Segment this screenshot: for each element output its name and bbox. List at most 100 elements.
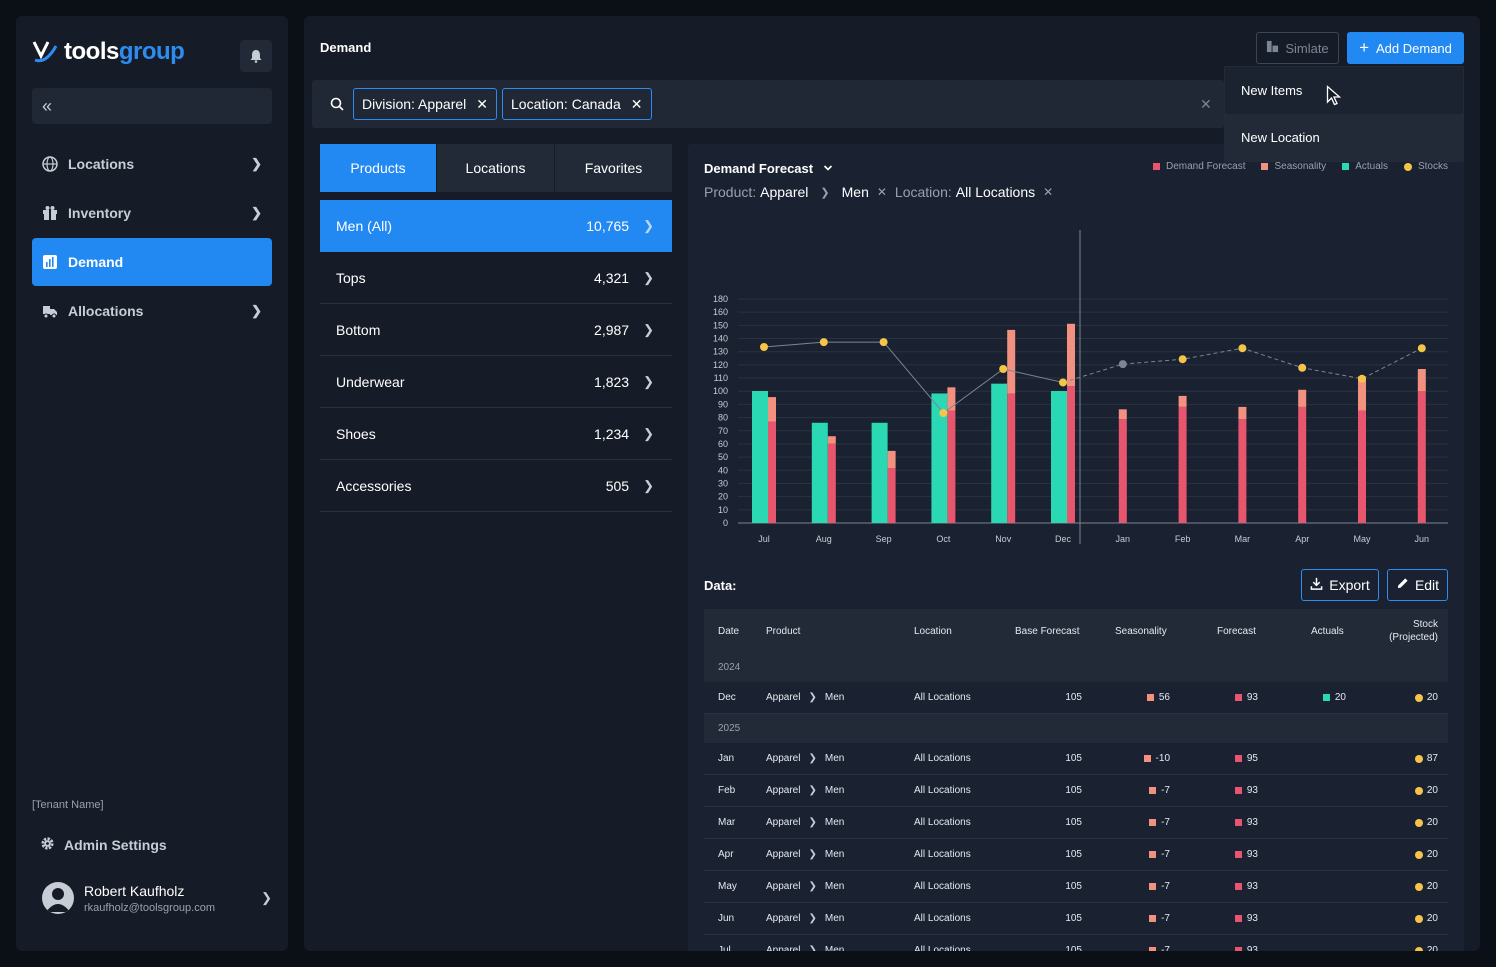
cell-seasonality: -7 <box>1104 935 1170 951</box>
y-tick-label: 100 <box>713 386 728 396</box>
list-item[interactable]: Tops 4,321 ❯ <box>320 252 672 304</box>
col-base-forecast[interactable]: Base Forecast <box>1015 625 1080 637</box>
legend-swatch <box>1261 163 1269 170</box>
tab-favorites[interactable]: Favorites <box>555 144 672 192</box>
filter-chip-location[interactable]: Location: Canada ✕ <box>502 88 652 120</box>
crumb-location[interactable]: All Locations <box>955 184 1036 200</box>
breadcrumb: Product: Apparel ❯ Men ✕ Location: All L… <box>704 184 1053 200</box>
cell-base-forecast: 105 <box>1065 881 1082 892</box>
crumb-product-label: Product: <box>704 184 757 200</box>
table-row[interactable]: Apr Apparel ❯ Men All Locations 105 -7 93 20 <box>704 839 1448 871</box>
logo[interactable]: toolsgroup <box>32 38 185 66</box>
close-icon[interactable]: ✕ <box>476 95 489 112</box>
sidebar-item-demand[interactable]: Demand <box>32 238 272 286</box>
stock-marker <box>1414 786 1423 795</box>
table-row[interactable]: Mar Apparel ❯ Men All Locations 105 -7 93 20 <box>704 807 1448 839</box>
table-row[interactable]: Jan Apparel ❯ Men All Locations 105 -10 95 87 <box>704 743 1448 775</box>
forecast-title: Demand Forecast <box>704 161 814 176</box>
forecast-marker <box>1234 755 1242 762</box>
product-count: 1,234 <box>594 425 630 442</box>
table-row[interactable]: May Apparel ❯ Men All Locations 105 -7 93 20 <box>704 871 1448 903</box>
cell-forecast: 93 <box>1184 871 1258 902</box>
close-icon[interactable]: ✕ <box>876 185 887 199</box>
x-tick-label: Mar <box>1235 534 1251 544</box>
product-name: Bottom <box>336 321 381 338</box>
forecast-marker <box>1234 787 1242 794</box>
filter-chip-division[interactable]: Division: Apparel ✕ <box>353 88 498 120</box>
list-item[interactable]: Underwear 1,823 ❯ <box>320 356 672 408</box>
search-icon[interactable] <box>330 97 344 116</box>
clear-filters-icon[interactable]: ✕ <box>1200 96 1212 112</box>
list-item[interactable]: Accessories 505 ❯ <box>320 460 672 512</box>
table-row[interactable]: Dec Apparel ❯ Men All Locations 105 56 93 20 20 <box>704 682 1448 714</box>
tab-locations[interactable]: Locations <box>437 144 555 192</box>
cell-date: Jul <box>718 945 731 951</box>
product-count: 4,321 <box>594 269 630 286</box>
chevron-right-icon: ❯ <box>643 321 654 337</box>
crumb-sub[interactable]: Men <box>841 184 869 200</box>
table-row[interactable]: Jun Apparel ❯ Men All Locations 105 -7 93 20 <box>704 903 1448 935</box>
collapse-sidebar-button[interactable]: « <box>32 88 272 124</box>
admin-settings-link[interactable]: Admin Settings <box>40 836 167 854</box>
download-icon <box>1310 577 1323 593</box>
gift-icon <box>42 205 58 221</box>
forecast-bar <box>1067 386 1075 523</box>
sidebar-item-locations[interactable]: Locations ❯ <box>32 140 272 188</box>
forecast-title-dropdown[interactable]: Demand Forecast <box>704 161 833 176</box>
product-name: Men (All) <box>336 217 393 234</box>
user-profile[interactable]: Robert Kaufholz rkaufholz@toolsgroup.com… <box>40 882 272 914</box>
user-name: Robert Kaufholz <box>84 882 185 899</box>
stock-point <box>760 343 768 351</box>
menu-item-new-items[interactable]: New Items <box>1241 83 1303 98</box>
notifications-button[interactable] <box>240 40 272 72</box>
year-group-row: 2025 <box>704 714 1448 743</box>
add-demand-button[interactable]: + Add Demand <box>1347 32 1464 64</box>
col-stock[interactable]: Stock (Projected) <box>1389 619 1438 643</box>
chevron-right-icon: ❯ <box>808 849 817 860</box>
legend-item: Demand Forecast <box>1153 161 1245 172</box>
stock-point <box>1298 363 1307 372</box>
col-product[interactable]: Product <box>766 625 801 637</box>
y-tick-label: 40 <box>718 465 728 475</box>
crumb-product[interactable]: Apparel <box>760 184 809 200</box>
edit-button[interactable]: Edit <box>1387 569 1448 601</box>
seasonality-marker <box>1143 755 1151 762</box>
cell-location: All Locations <box>914 913 971 924</box>
menu-item-new-location[interactable]: New Location <box>1225 114 1463 161</box>
chevron-down-icon <box>823 161 833 176</box>
close-icon[interactable]: ✕ <box>630 95 643 112</box>
y-tick-label: 0 <box>723 518 728 528</box>
list-item[interactable]: Men (All) 10,765 ❯ <box>320 200 672 252</box>
legend-item: Stocks <box>1403 161 1448 172</box>
col-seasonality[interactable]: Seasonality <box>1115 625 1167 637</box>
simulate-button[interactable]: Simlate <box>1256 32 1339 64</box>
bell-icon <box>250 50 262 63</box>
filter-chip-label: Division: Apparel <box>362 96 467 112</box>
export-button[interactable]: Export <box>1301 569 1379 601</box>
cell-seasonality: -7 <box>1104 871 1170 902</box>
seasonality-bar <box>947 387 956 411</box>
avatar <box>42 882 74 914</box>
cell-seasonality: 56 <box>1104 682 1170 713</box>
table-row[interactable]: Feb Apparel ❯ Men All Locations 105 -7 93 20 <box>704 775 1448 807</box>
cell-location: All Locations <box>914 881 971 892</box>
sidebar-item-inventory[interactable]: Inventory ❯ <box>32 189 272 237</box>
seasonality-bar <box>1007 329 1016 394</box>
col-date[interactable]: Date <box>718 625 740 637</box>
cell-base-forecast: 105 <box>1065 692 1082 703</box>
forecast-bar <box>827 443 836 523</box>
cell-product: Apparel ❯ Men <box>766 935 844 951</box>
filter-chip-label: Location: Canada <box>511 96 621 112</box>
main-content: Demand Simlate + Add Demand Division: Ap… <box>304 16 1480 951</box>
col-location[interactable]: Location <box>914 625 952 637</box>
table-row[interactable]: Jul Apparel ❯ Men All Locations 105 -7 93 20 <box>704 935 1448 951</box>
list-item[interactable]: Bottom 2,987 ❯ <box>320 304 672 356</box>
tab-products[interactable]: Products <box>320 144 437 192</box>
close-icon[interactable]: ✕ <box>1043 185 1054 199</box>
list-item[interactable]: Shoes 1,234 ❯ <box>320 408 672 460</box>
sidebar-item-allocations[interactable]: Allocations ❯ <box>32 287 272 335</box>
col-actuals[interactable]: Actuals <box>1311 625 1344 637</box>
truck-icon <box>42 303 58 319</box>
col-forecast[interactable]: Forecast <box>1217 625 1256 637</box>
sidebar-item-label: Demand <box>68 254 124 270</box>
